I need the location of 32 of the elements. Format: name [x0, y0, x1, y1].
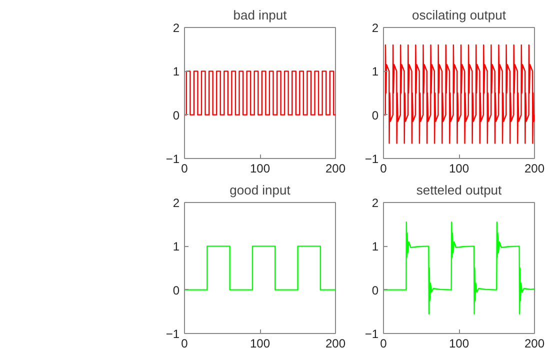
y-tick-label: −1 [364, 327, 379, 341]
y-tick-label: 1 [372, 64, 379, 79]
chart-title: oscilating output [412, 8, 506, 22]
x-tick-label: 200 [524, 336, 545, 350]
y-tick-label: 2 [372, 196, 379, 210]
y-tick-label: −1 [166, 152, 180, 166]
y-tick-label: −1 [166, 327, 180, 341]
x-tick-label: 0 [181, 162, 188, 176]
y-tick-label: 1 [172, 240, 180, 254]
chart-title: bad input [233, 8, 288, 22]
y-tick-label: 1 [372, 240, 379, 254]
x-tick-label: 100 [250, 162, 270, 176]
y-tick-label: 1 [172, 64, 180, 79]
y-tick-label: 0 [172, 108, 180, 122]
x-tick-label: 0 [380, 336, 388, 350]
y-tick-label: −1 [364, 152, 379, 166]
y-tick-label: 2 [172, 196, 180, 210]
y-tick-label: 2 [372, 21, 379, 35]
x-tick-label: 0 [380, 162, 388, 176]
y-tick-label: 0 [372, 108, 379, 122]
y-tick-label: 2 [172, 21, 180, 35]
y-tick-label: 0 [172, 283, 180, 298]
x-tick-label: 100 [448, 336, 470, 350]
x-tick-label: 100 [250, 336, 270, 350]
x-tick-label: 0 [181, 336, 188, 350]
x-tick-label: 200 [325, 162, 346, 176]
y-tick-label: 0 [372, 283, 379, 298]
chart-title: setteled output [416, 182, 502, 198]
chart-title: good input [230, 182, 291, 198]
x-tick-label: 200 [524, 162, 545, 176]
x-tick-label: 200 [325, 336, 346, 350]
x-tick-label: 100 [448, 162, 470, 176]
